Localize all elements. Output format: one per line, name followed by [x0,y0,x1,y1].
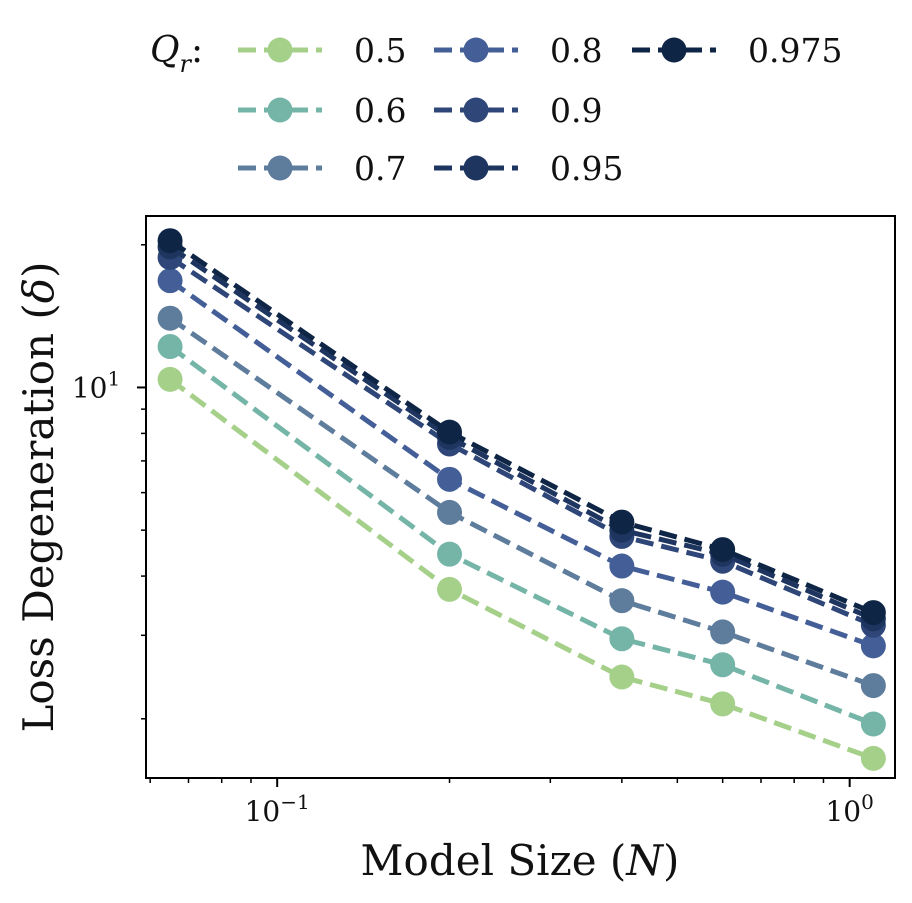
legend-item-0.8: 0.8 [434,31,602,70]
x-tick-exponent: 0 [861,790,874,814]
data-point [437,499,463,525]
legend-swatch-marker [463,155,489,181]
data-point [609,626,635,652]
data-point [860,633,886,659]
data-point [437,576,463,602]
data-point [860,711,886,737]
data-point [157,228,183,254]
legend-label: 0.975 [748,31,842,70]
x-tick-base: 10 [245,795,281,828]
legend-swatch-marker [267,155,293,181]
legend-label: 0.8 [550,31,602,70]
legend-label: 0.5 [354,31,406,70]
data-point [860,600,886,626]
legend-item-0.95: 0.95 [434,149,623,188]
legend-swatch-marker [267,97,293,123]
data-point [437,419,463,445]
legend-label: 0.95 [550,149,623,188]
plot-area [145,215,896,779]
y-tick-base: 10 [72,371,108,404]
data-point [609,553,635,579]
data-point [860,745,886,771]
y-tick-label: 101 [72,366,120,404]
data-point [710,537,736,563]
legend-label: 0.9 [550,91,602,130]
data-point [609,509,635,535]
series-0.5 [157,366,886,771]
y-axis-label: Loss Degeneration (δ) [14,262,63,733]
series-layer [157,228,886,771]
legend-label: 0.7 [354,149,406,188]
data-point [710,691,736,717]
x-tick-exponent: −1 [280,790,309,814]
series-0.975 [157,228,886,626]
data-point [609,588,635,614]
legend: Qr: 0.5 0.6 0.7 0.8 0.9 0.95 0.975 [150,30,842,188]
series-0.7 [157,305,886,699]
x-tick-label: 10−1 [245,790,310,828]
series-0.6 [157,334,886,737]
legend-swatch-marker [463,37,489,63]
legend-swatch-marker [267,37,293,63]
legend-swatch-marker [463,97,489,123]
x-tick-base: 10 [825,795,861,828]
x-axis-label: Model Size (N) [361,836,680,885]
data-point [710,652,736,678]
legend-item-0.6: 0.6 [238,91,406,130]
series-0.8 [157,268,886,659]
data-point [860,673,886,699]
data-point [710,619,736,645]
legend-item-0.5: 0.5 [238,31,406,70]
legend-swatch-marker [661,37,687,63]
data-point [157,366,183,392]
data-point [437,466,463,492]
legend-item-0.975: 0.975 [632,31,842,70]
data-point [609,664,635,690]
data-point [710,579,736,605]
legend-title: Qr: [150,30,203,78]
legend-item-0.9: 0.9 [434,91,602,130]
plot-frame [145,215,896,779]
data-point [157,305,183,331]
data-point [437,541,463,567]
data-point [157,334,183,360]
y-tick-exponent: 1 [107,366,120,390]
data-point [157,268,183,294]
legend-item-0.7: 0.7 [238,149,406,188]
x-tick-label: 100 [825,790,873,828]
legend-label: 0.6 [354,91,406,130]
